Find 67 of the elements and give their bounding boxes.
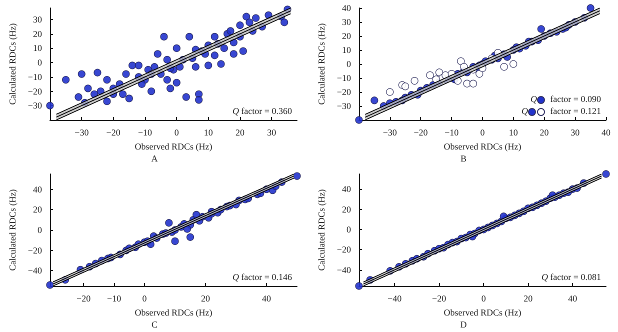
y-tick-label: −40 — [28, 266, 42, 276]
x-tick-label: 0 — [174, 128, 180, 138]
x-tick-label: 40 — [568, 294, 578, 304]
y-tick-label: 30 — [32, 14, 42, 24]
x-tick-label: 20 — [201, 294, 211, 304]
y-tick-label: 20 — [32, 28, 42, 39]
y-tick-label: 10 — [32, 43, 42, 54]
x-tick-label: 20 — [235, 128, 245, 138]
text: Q factor = 0.121 — [521, 106, 601, 116]
x-tick-label: 40 — [262, 294, 272, 304]
annotation: Q factor = 0.081 — [541, 272, 601, 282]
y-tick-label: −10 — [336, 73, 352, 83]
x-tick-label: −20 — [106, 128, 121, 138]
y-tick-label: 40 — [342, 184, 352, 194]
y-tick-label: −20 — [28, 245, 42, 256]
y-tick-label: 0 — [37, 225, 42, 235]
y-tick-label: 40 — [32, 184, 42, 194]
x-tick-label: 40 — [602, 128, 611, 138]
text: A — [151, 154, 158, 164]
y-tick-label: −20 — [336, 87, 352, 97]
text: C — [151, 320, 158, 330]
y-tick-label: 0 — [346, 224, 352, 234]
x-axis-title: Observed RDCs (Hz) — [134, 141, 212, 152]
y-tick-label: −40 — [336, 264, 352, 275]
x-tick-label: 10 — [204, 128, 214, 138]
x-tick-label: −40 — [388, 294, 402, 304]
x-tick-label: 20 — [524, 294, 534, 304]
y-tick-label: 0 — [346, 59, 352, 69]
y-tick-label: 40 — [342, 3, 352, 13]
y-tick-label: 10 — [342, 45, 352, 55]
y-axis-title: Calculated RDCs (Hz) — [316, 189, 326, 271]
x-tick-label: −10 — [138, 128, 153, 138]
y-tick-label: −30 — [28, 100, 42, 111]
x-tick-label: −20 — [76, 294, 92, 304]
y-tick-label: 30 — [342, 17, 352, 27]
y-tick-label: −20 — [336, 244, 352, 255]
x-tick-label: −20 — [432, 294, 447, 304]
x-tick-label: 30 — [267, 128, 277, 138]
y-tick-label: −20 — [28, 86, 42, 96]
x-axis-title: Observed RDCs (Hz) — [444, 141, 522, 152]
x-tick-label: 0 — [480, 128, 486, 138]
y-tick-label: 0 — [37, 58, 42, 68]
text: Q factor = 0.090 — [530, 94, 601, 104]
x-tick-label: 10 — [508, 128, 518, 138]
y-axis-title: Calculated RDCs (Hz) — [316, 23, 326, 105]
text: B — [460, 154, 467, 164]
annotation: Q factor = 0.146 — [232, 272, 292, 282]
x-tick-label: −30 — [382, 128, 398, 138]
x-tick-label: −30 — [74, 128, 90, 138]
x-axis-title: Observed RDCs (Hz) — [134, 307, 212, 318]
y-tick-label: 20 — [342, 31, 352, 41]
x-tick-label: 0 — [481, 294, 486, 304]
x-tick-label: −10 — [106, 294, 122, 304]
x-tick-label: 30 — [570, 128, 580, 138]
text: D — [460, 320, 468, 330]
x-tick-label: 0 — [142, 294, 148, 304]
y-tick-label: 20 — [342, 204, 352, 214]
y-tick-label: 20 — [32, 204, 42, 215]
y-tick-label: −30 — [336, 101, 352, 111]
x-tick-label: −10 — [444, 128, 460, 138]
y-tick-label: −10 — [28, 72, 42, 82]
x-axis-title: Observed RDCs (Hz) — [444, 307, 522, 318]
y-axis-title: Calculated RDCs (Hz) — [8, 189, 18, 271]
annotation: Q factor = 0.360 — [232, 106, 292, 116]
x-tick-label: −20 — [414, 128, 428, 138]
y-axis-title: Calculated RDCs (Hz) — [8, 23, 18, 105]
x-tick-label: 20 — [540, 128, 550, 138]
